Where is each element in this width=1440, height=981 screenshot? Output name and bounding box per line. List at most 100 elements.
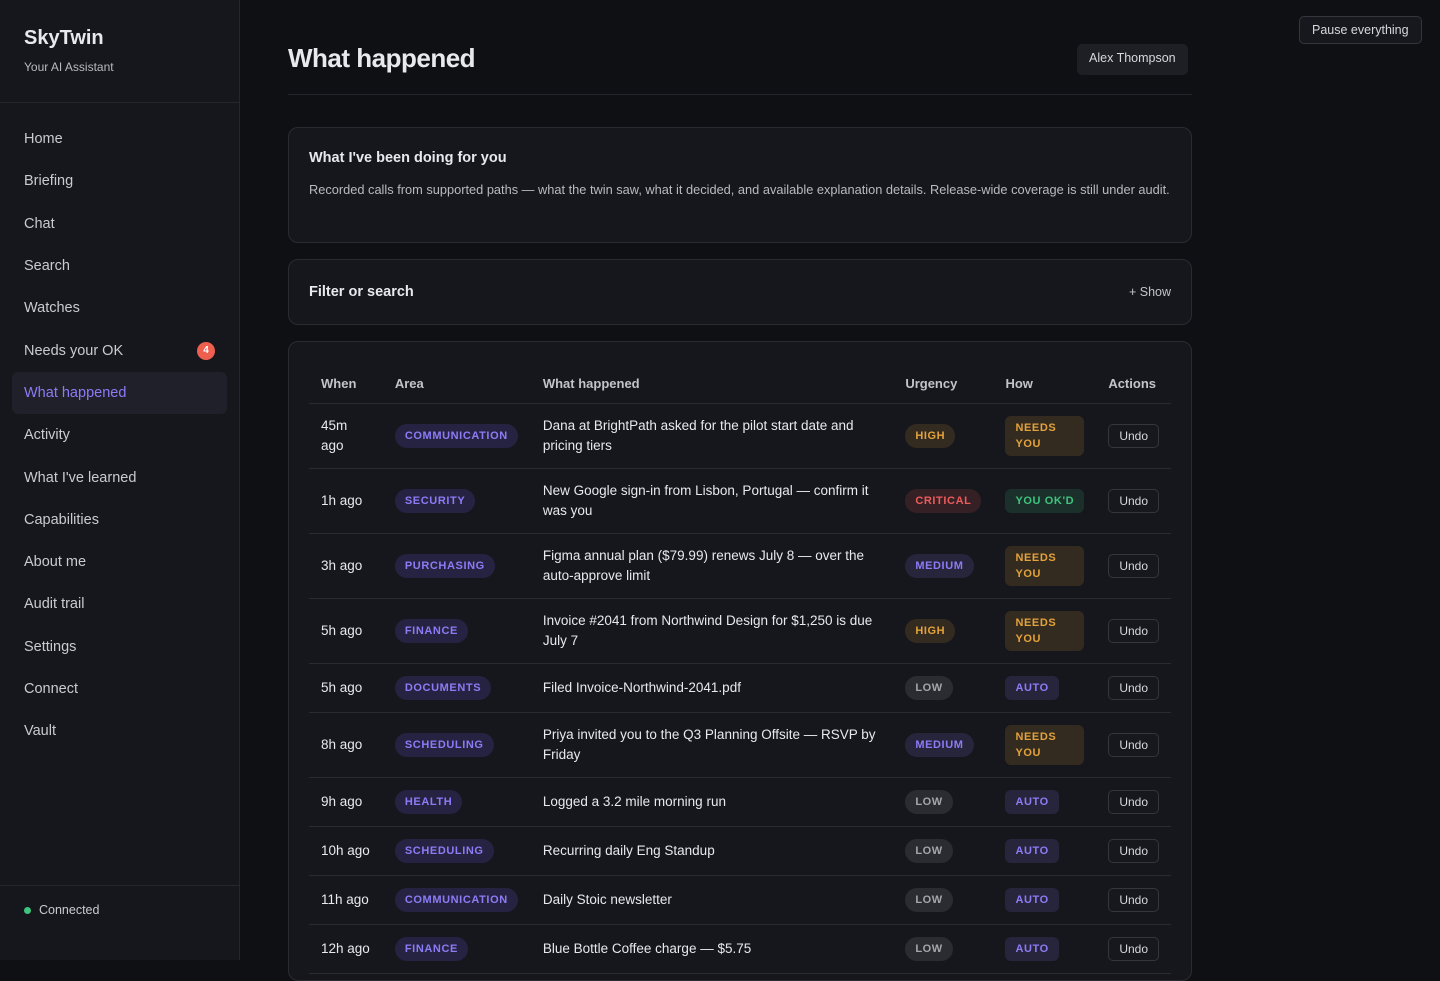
nav-item[interactable]: Home	[12, 118, 227, 160]
table: When Area What happened Urgency How Actions 4…	[309, 362, 1171, 974]
area-cell: SCHEDULING	[382, 826, 531, 876]
action-cell: Undo	[1096, 826, 1171, 876]
column-header: What happened	[530, 362, 894, 404]
how-chip: NEEDS YOU	[1005, 725, 1085, 765]
nav-label: Capabilities	[24, 511, 99, 528]
table-row: 5h ago DOCUMENTS Filed Invoice-Northwind-2…	[309, 663, 1171, 713]
nav-item[interactable]: About me	[12, 541, 227, 583]
urgency-chip: HIGH	[905, 619, 956, 643]
table-row: 3h ago PURCHASING Figma annual plan ($79.9…	[309, 533, 1171, 599]
nav-item[interactable]: What I've learned	[12, 456, 227, 498]
area-chip: SCHEDULING	[394, 733, 494, 757]
nav-item[interactable]: Settings	[12, 626, 227, 668]
action-cell: Undo	[1096, 468, 1171, 534]
nav-item[interactable]: What happened	[12, 371, 227, 415]
what: Filed Invoice-Northwind-2041.pdf	[530, 663, 894, 713]
how-chip: AUTO	[1005, 790, 1059, 814]
header-row: When Area What happened Urgency How Actions	[309, 362, 1171, 404]
nav-item[interactable]: Connect	[12, 668, 227, 710]
nav-item[interactable]: Watches	[12, 287, 227, 329]
action-cell: Undo	[1096, 712, 1171, 778]
how-chip: AUTO	[1005, 839, 1059, 863]
nav: Home Briefing Chat Search Watches Needs your …	[12, 118, 227, 752]
when: 12h ago	[309, 924, 383, 974]
what: Priya invited you to the Q3 Planning Off…	[530, 712, 894, 778]
badge: 4	[197, 341, 215, 360]
nav-item[interactable]: Capabilities	[12, 499, 227, 541]
area-cell: SCHEDULING	[382, 712, 531, 778]
intro-text: Recorded calls from supported paths — wh…	[309, 182, 1170, 197]
when: 5h ago	[309, 598, 383, 664]
nav-item[interactable]: Search	[12, 245, 227, 287]
user-button[interactable]: Alex Thompson	[1077, 44, 1188, 75]
nav-label: What I've learned	[24, 469, 137, 486]
undo-button[interactable]: Undo	[1108, 839, 1159, 863]
nav-label: Needs your OK	[24, 342, 124, 359]
undo-button[interactable]: Undo	[1108, 888, 1159, 912]
pause-button[interactable]: Pause everything	[1299, 16, 1422, 44]
how-chip: NEEDS YOU	[1005, 546, 1085, 586]
filter-toggle[interactable]: + Show	[1128, 285, 1171, 299]
undo-button[interactable]: Undo	[1108, 489, 1159, 513]
column-header: Urgency	[893, 362, 994, 404]
column-header: When	[309, 362, 383, 404]
undo-button[interactable]: Undo	[1108, 554, 1159, 578]
table-row: 9h ago HEALTH Logged a 3.2 mile morning ru…	[309, 777, 1171, 827]
action-cell: Undo	[1096, 663, 1171, 713]
urgency-cell: HIGH	[893, 403, 994, 469]
column-header: Actions	[1096, 362, 1171, 404]
area-cell: COMMUNICATION	[382, 875, 531, 925]
urgency-chip: LOW	[905, 839, 953, 863]
area-chip: PURCHASING	[394, 554, 495, 578]
what: Invoice #2041 from Northwind Design for …	[530, 598, 894, 664]
urgency-cell: LOW	[893, 875, 994, 925]
undo-button[interactable]: Undo	[1108, 619, 1159, 643]
action-cell: Undo	[1096, 533, 1171, 599]
nav-label: What happened	[24, 384, 127, 401]
nav-item[interactable]: Vault	[12, 710, 227, 752]
urgency-chip: LOW	[905, 676, 953, 700]
nav-label: Watches	[24, 300, 80, 317]
when: 1h ago	[309, 468, 383, 534]
how-cell: NEEDS YOU	[993, 533, 1097, 599]
when: 8h ago	[309, 712, 383, 778]
nav-item[interactable]: Briefing	[12, 160, 227, 202]
nav-item[interactable]: Audit trail	[12, 583, 227, 625]
undo-button[interactable]: Undo	[1108, 676, 1159, 700]
nav-label: Search	[24, 258, 70, 275]
undo-button[interactable]: Undo	[1108, 733, 1159, 757]
when: 9h ago	[309, 777, 383, 827]
urgency-chip: LOW	[905, 937, 953, 961]
column-header: How	[993, 362, 1097, 404]
action-cell: Undo	[1096, 403, 1171, 469]
how-cell: NEEDS YOU	[993, 403, 1097, 469]
area-chip: FINANCE	[394, 937, 468, 961]
how-chip: AUTO	[1005, 888, 1059, 912]
area-cell: PURCHASING	[382, 533, 531, 599]
table-row: 5h ago FINANCE Invoice #2041 from Northwin…	[309, 598, 1171, 664]
table-row: 10h ago SCHEDULING Recurring daily Eng Sta…	[309, 826, 1171, 876]
nav-item[interactable]: Chat	[12, 203, 227, 245]
urgency-chip: CRITICAL	[905, 489, 982, 513]
status: Connected	[24, 903, 99, 917]
nav-item[interactable]: Needs your OK 4	[12, 329, 227, 371]
when: 5h ago	[309, 663, 383, 713]
how-cell: AUTO	[993, 663, 1097, 713]
nav-item[interactable]: Activity	[12, 414, 227, 456]
intro-title: What I've been doing for you	[309, 150, 507, 166]
undo-button[interactable]: Undo	[1108, 937, 1159, 961]
column-header: Area	[382, 362, 531, 404]
divider	[0, 885, 239, 886]
what: Recurring daily Eng Standup	[530, 826, 894, 876]
what: Logged a 3.2 mile morning run	[530, 777, 894, 827]
undo-button[interactable]: Undo	[1108, 424, 1159, 448]
undo-button[interactable]: Undo	[1108, 790, 1159, 814]
nav-label: Activity	[24, 427, 70, 444]
what: Blue Bottle Coffee charge — $5.75	[530, 924, 894, 974]
how-chip: NEEDS YOU	[1005, 611, 1085, 651]
area-cell: FINANCE	[382, 924, 531, 974]
divider	[288, 94, 1192, 95]
nav-label: Home	[24, 131, 63, 148]
status-dot	[24, 906, 31, 914]
